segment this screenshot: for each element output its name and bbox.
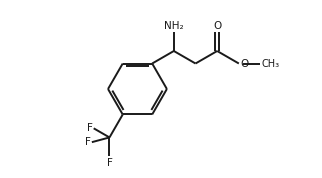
Text: F: F [85, 137, 91, 147]
Text: NH₂: NH₂ [164, 21, 184, 31]
Text: F: F [107, 158, 112, 168]
Text: O: O [240, 59, 249, 69]
Text: O: O [213, 21, 221, 31]
Text: CH₃: CH₃ [261, 59, 279, 69]
Text: F: F [87, 123, 92, 133]
